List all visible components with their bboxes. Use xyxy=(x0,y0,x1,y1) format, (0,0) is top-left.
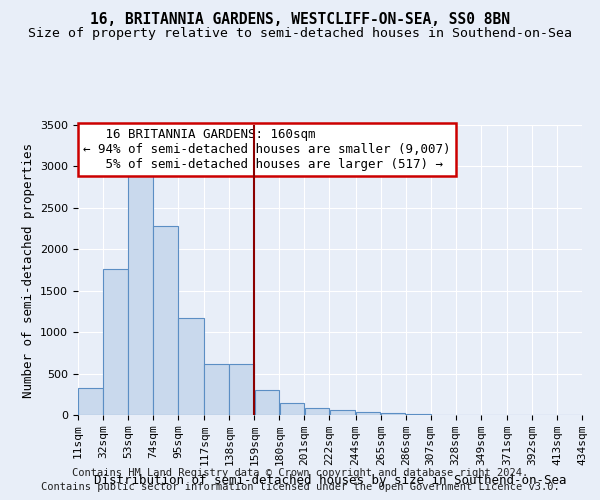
Bar xyxy=(205,364,229,415)
Bar xyxy=(103,269,128,415)
Text: Size of property relative to semi-detached houses in Southend-on-Sea: Size of property relative to semi-detach… xyxy=(28,28,572,40)
Bar xyxy=(254,390,279,415)
Text: 16 BRITANNIA GARDENS: 160sqm
← 94% of semi-detached houses are smaller (9,007)
 : 16 BRITANNIA GARDENS: 160sqm ← 94% of se… xyxy=(83,128,451,171)
Bar xyxy=(381,414,406,415)
Bar xyxy=(305,408,329,415)
Bar xyxy=(128,174,153,415)
Bar xyxy=(78,388,103,415)
Bar xyxy=(329,410,355,415)
Bar xyxy=(153,226,178,415)
Bar xyxy=(178,318,204,415)
Y-axis label: Number of semi-detached properties: Number of semi-detached properties xyxy=(22,142,35,398)
Bar xyxy=(229,364,254,415)
Text: Contains HM Land Registry data © Crown copyright and database right 2024.: Contains HM Land Registry data © Crown c… xyxy=(72,468,528,477)
X-axis label: Distribution of semi-detached houses by size in Southend-on-Sea: Distribution of semi-detached houses by … xyxy=(94,474,566,486)
Bar xyxy=(356,412,380,415)
Bar xyxy=(406,414,431,415)
Bar xyxy=(280,403,304,415)
Text: 16, BRITANNIA GARDENS, WESTCLIFF-ON-SEA, SS0 8BN: 16, BRITANNIA GARDENS, WESTCLIFF-ON-SEA,… xyxy=(90,12,510,28)
Text: Contains public sector information licensed under the Open Government Licence v3: Contains public sector information licen… xyxy=(41,482,559,492)
